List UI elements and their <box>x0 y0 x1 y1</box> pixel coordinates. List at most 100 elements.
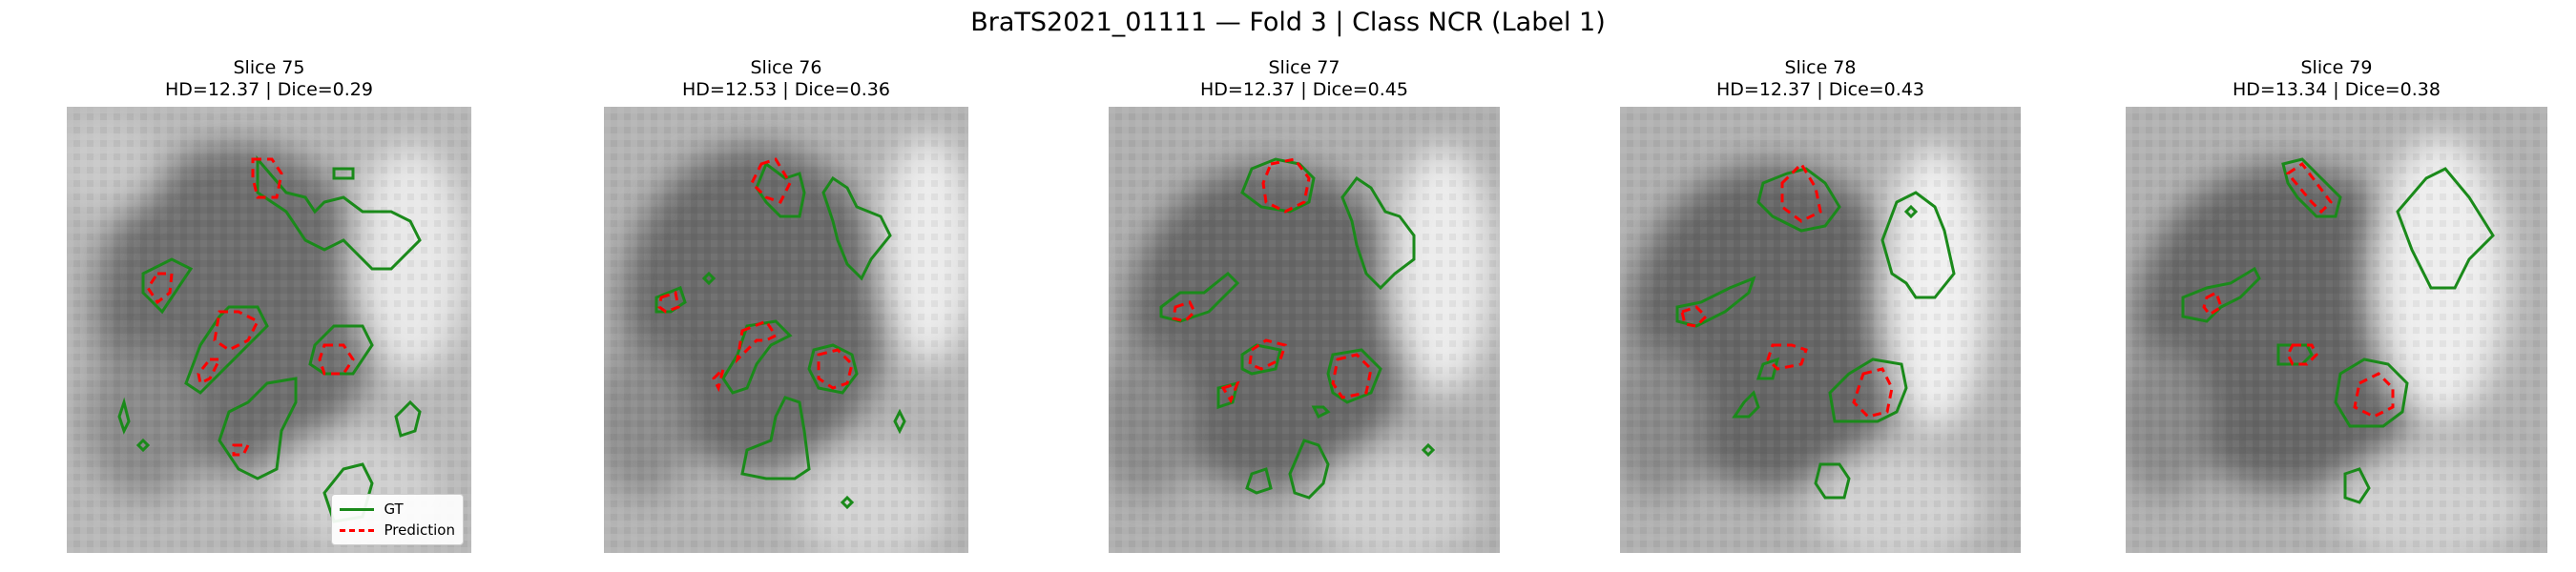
mri-overlay <box>1620 107 2021 553</box>
mri-overlay <box>2126 107 2547 553</box>
mri-image: GT Prediction <box>67 107 471 553</box>
prediction-contour <box>735 319 779 364</box>
gt-contour <box>394 399 422 438</box>
metrics-label: HD=12.37 | Dice=0.43 <box>1716 79 1924 100</box>
prediction-contours <box>146 157 355 457</box>
mri-image <box>1109 107 1500 553</box>
gt-contour <box>135 438 151 453</box>
prediction-contour <box>1261 157 1311 214</box>
prediction-contour <box>712 364 726 393</box>
gt-contour <box>1903 204 1919 219</box>
gt-contour <box>1756 167 1841 233</box>
legend-swatch-gt <box>340 507 375 511</box>
mri-image <box>1620 107 2021 553</box>
gt-contour <box>1732 390 1760 419</box>
gt-contour <box>308 324 374 376</box>
panel-title: Slice 77 HD=12.37 | Dice=0.45 <box>1070 57 1538 101</box>
legend-item-gt: GT <box>340 499 455 520</box>
prediction-contour <box>1680 305 1709 328</box>
legend-label-gt: GT <box>384 500 404 518</box>
prediction-contours <box>657 157 854 393</box>
gt-contours <box>1159 157 1436 500</box>
gt-contours <box>654 161 906 510</box>
prediction-contours <box>1172 157 1373 404</box>
gt-contour <box>117 397 131 435</box>
prediction-contour <box>817 348 854 390</box>
gt-contour <box>332 167 355 180</box>
gt-contour <box>740 396 811 480</box>
gt-contour <box>1288 439 1330 500</box>
gt-contour <box>1240 157 1316 214</box>
prediction-contour <box>1172 300 1196 323</box>
gt-contour <box>1675 276 1756 328</box>
prediction-contour <box>318 343 355 376</box>
prediction-contour <box>1780 161 1822 223</box>
prediction-contours <box>1680 161 1894 419</box>
gt-contour <box>1326 348 1382 404</box>
gt-contour <box>2343 467 2371 504</box>
legend-swatch-prediction <box>340 528 375 532</box>
gt-contour <box>2276 343 2314 366</box>
metrics-label: HD=12.53 | Dice=0.36 <box>682 79 890 100</box>
slice-label: Slice 77 <box>1268 57 1340 78</box>
prediction-contour <box>2286 343 2318 366</box>
gt-contours <box>117 154 422 523</box>
mri-overlay <box>67 107 471 553</box>
gt-contour <box>821 175 892 281</box>
gt-contour <box>1880 191 1956 299</box>
gt-contour <box>2281 157 2342 218</box>
panel-title: Slice 76 HD=12.53 | Dice=0.36 <box>566 57 1007 101</box>
gt-contours <box>2181 157 2495 504</box>
prediction-contour <box>2353 372 2395 419</box>
legend-label-prediction: Prediction <box>384 521 455 539</box>
gt-contour <box>721 319 793 395</box>
gt-contour <box>807 343 859 395</box>
gt-contour <box>1828 358 1908 423</box>
panel-title: Slice 75 HD=12.37 | Dice=0.29 <box>29 57 509 101</box>
figure-title: BraTS2021_01111 — Fold 3 | Class NCR (La… <box>970 8 1606 37</box>
prediction-contour <box>2285 161 2333 214</box>
gt-contour <box>256 154 422 271</box>
gt-contour <box>218 377 298 480</box>
panel-title: Slice 78 HD=12.37 | Dice=0.43 <box>1582 57 2059 101</box>
legend-item-prediction: Prediction <box>340 520 455 541</box>
gt-contour <box>184 305 269 395</box>
gt-contour <box>2181 266 2261 323</box>
slice-label: Slice 76 <box>750 57 822 78</box>
prediction-contour <box>1248 338 1287 371</box>
gt-contour <box>840 495 855 510</box>
gt-contour <box>893 408 906 435</box>
mri-image <box>2126 107 2547 553</box>
metrics-label: HD=13.34 | Dice=0.38 <box>2233 79 2441 100</box>
prediction-contour <box>657 291 680 314</box>
gt-contour <box>141 257 194 315</box>
gt-contour <box>1340 175 1416 291</box>
gt-contour <box>2334 358 2409 428</box>
slice-label: Slice 75 <box>233 57 305 78</box>
gt-contour <box>1421 442 1436 458</box>
slice-label: Slice 79 <box>2300 57 2373 78</box>
prediction-contour <box>2202 290 2223 317</box>
gt-contour <box>1245 467 1273 495</box>
metrics-label: HD=12.37 | Dice=0.29 <box>165 79 373 100</box>
slice-label: Slice 78 <box>1784 57 1857 78</box>
mri-overlay <box>1109 107 1500 553</box>
metrics-label: HD=12.37 | Dice=0.45 <box>1200 79 1408 100</box>
gt-contours <box>1675 167 1956 500</box>
prediction-contour <box>1220 380 1240 404</box>
legend: GT Prediction <box>331 494 464 545</box>
prediction-contour <box>750 157 792 204</box>
mri-overlay <box>604 107 968 553</box>
prediction-contour <box>1852 367 1894 419</box>
gt-contour <box>2396 167 2495 290</box>
prediction-contour <box>1766 343 1808 371</box>
gt-contour <box>1159 271 1240 323</box>
gt-contour <box>1814 462 1851 500</box>
prediction-contour <box>251 157 283 199</box>
prediction-contour <box>1331 353 1373 399</box>
prediction-contour <box>197 358 222 386</box>
prediction-contours <box>2202 161 2395 419</box>
gt-contour <box>1311 405 1331 419</box>
prediction-contour <box>213 310 260 352</box>
panel-title: Slice 79 HD=13.34 | Dice=0.38 <box>2088 57 2576 101</box>
